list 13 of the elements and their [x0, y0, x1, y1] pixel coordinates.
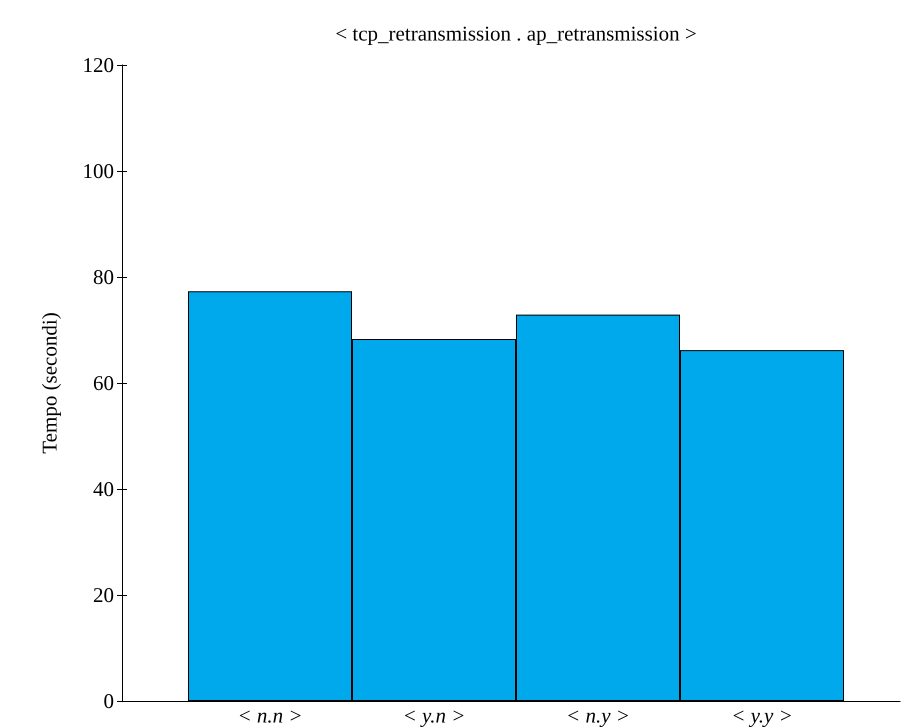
y-tick-label: 80: [93, 265, 114, 289]
y-tick-label: 20: [93, 583, 114, 607]
y-axis-title: Tempo (secondi): [38, 312, 62, 454]
chart-title: < tcp_retransmission . ap_retransmission >: [335, 22, 697, 46]
y-tick-label: 60: [93, 371, 114, 395]
x-tick-label: < y.n >: [402, 704, 466, 727]
x-tick-label: < y.y >: [731, 704, 793, 727]
y-tick-label: 100: [82, 159, 114, 183]
x-tick-label: < n.n >: [237, 704, 303, 727]
y-tick-label: 0: [104, 689, 114, 713]
y-tick-label: 40: [93, 477, 114, 501]
x-tick-label: < n.y >: [566, 704, 630, 727]
y-tick-label: 120: [82, 53, 114, 77]
